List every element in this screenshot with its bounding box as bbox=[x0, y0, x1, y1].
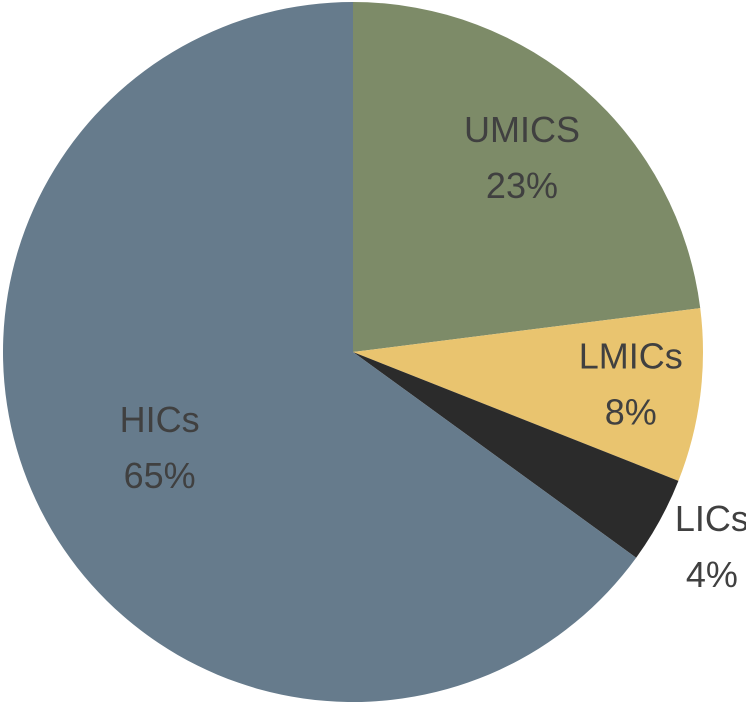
pie-slice bbox=[353, 352, 679, 558]
slice-label: LMICs bbox=[579, 336, 683, 377]
slice-label: HICs bbox=[120, 399, 200, 440]
slice-label: UMICS bbox=[464, 109, 580, 150]
pie-slice bbox=[2, 2, 637, 702]
pie-slice bbox=[353, 308, 704, 481]
slice-value-label: 23% bbox=[486, 165, 558, 206]
slice-value-label: 4% bbox=[686, 554, 738, 595]
slice-label: LICs bbox=[675, 498, 746, 539]
pie-slice bbox=[353, 2, 701, 352]
slice-value-label: 65% bbox=[124, 455, 196, 496]
slice-value-label: 8% bbox=[605, 392, 657, 433]
